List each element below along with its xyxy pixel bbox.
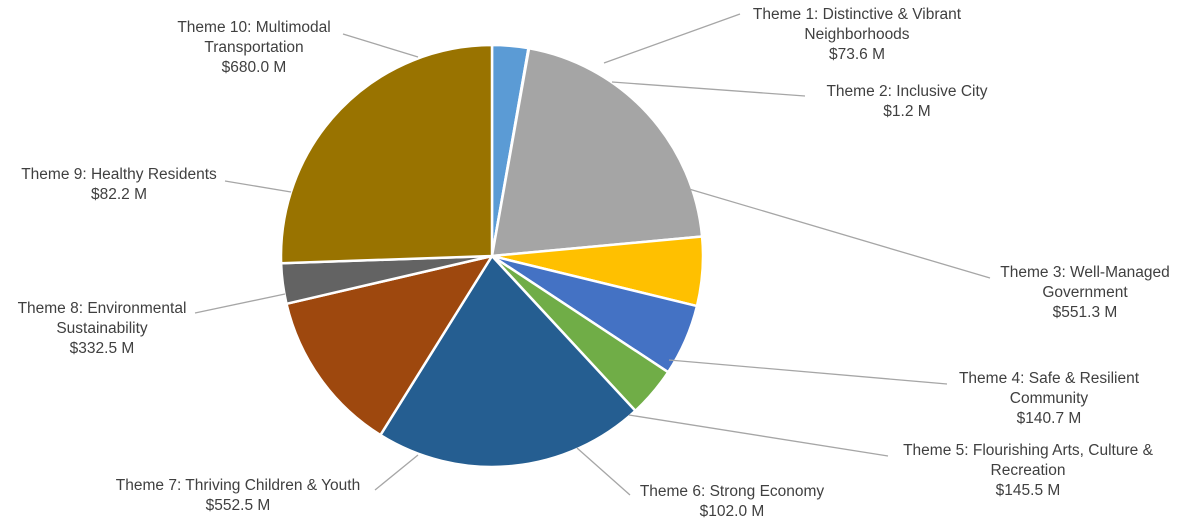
data-label-value: $73.6 M bbox=[829, 46, 885, 63]
pie-slice-theme-10 bbox=[279, 43, 494, 265]
data-label-value: $680.0 M bbox=[222, 59, 287, 76]
data-label-category: Theme 5: Flourishing Arts, Culture & bbox=[903, 442, 1153, 459]
leader-line-theme-1 bbox=[603, 13, 741, 64]
data-label-theme-8: Theme 8: Environmental Sustainability $332… bbox=[18, 300, 187, 357]
pie-slices bbox=[279, 43, 705, 469]
data-label-value: $551.3 M bbox=[1053, 304, 1118, 321]
data-label-value: $82.2 M bbox=[91, 186, 147, 203]
data-label-category: Sustainability bbox=[56, 320, 148, 337]
leader-line-theme-5 bbox=[628, 414, 889, 457]
data-label-value: $145.5 M bbox=[996, 482, 1061, 499]
data-label-category: Theme 8: Environmental bbox=[18, 300, 187, 317]
data-label-theme-3: Theme 3: Well-Managed Government $551.3 M bbox=[1000, 264, 1169, 321]
leader-line-theme-2 bbox=[611, 81, 806, 97]
data-label-category: Theme 1: Distinctive & Vibrant bbox=[753, 6, 962, 23]
leader-line-theme-10 bbox=[342, 33, 419, 58]
pie-slice-theme-8 bbox=[285, 254, 494, 437]
data-label-category: Government bbox=[1042, 284, 1128, 301]
data-label-theme-7: Theme 7: Thriving Children & Youth $552.5… bbox=[116, 477, 360, 514]
data-label-value: $140.7 M bbox=[1017, 410, 1082, 427]
data-label-category: Recreation bbox=[991, 462, 1066, 479]
data-label-theme-5: Theme 5: Flourishing Arts, Culture & Recr… bbox=[903, 442, 1153, 499]
data-label-value: $552.5 M bbox=[206, 497, 271, 514]
data-label-category: Neighborhoods bbox=[804, 26, 909, 43]
pie-slice-theme-7 bbox=[379, 254, 637, 469]
data-label-category: Theme 7: Thriving Children & Youth bbox=[116, 477, 360, 494]
data-label-category: Theme 2: Inclusive City bbox=[826, 83, 987, 100]
data-label-value: $332.5 M bbox=[70, 340, 135, 357]
data-label-theme-4: Theme 4: Safe & Resilient Community $140.7… bbox=[959, 370, 1140, 427]
data-label-category: Community bbox=[1010, 390, 1089, 407]
leader-line-theme-8 bbox=[194, 293, 286, 314]
data-label-category: Theme 9: Healthy Residents bbox=[21, 166, 217, 183]
data-label-value: $1.2 M bbox=[883, 103, 930, 120]
leader-lines bbox=[194, 13, 991, 496]
data-label-category: Theme 4: Safe & Resilient bbox=[959, 370, 1140, 387]
data-label-theme-10: Theme 10: Multimodal Transportation $680.0… bbox=[177, 19, 330, 76]
pie-slice-theme-3 bbox=[490, 47, 704, 258]
leader-line-theme-3 bbox=[688, 188, 991, 279]
data-label-value: $102.0 M bbox=[700, 503, 765, 520]
data-label-theme-6: Theme 6: Strong Economy $102.0 M bbox=[640, 483, 825, 520]
leader-line-theme-4 bbox=[668, 359, 948, 385]
data-label-theme-2: Theme 2: Inclusive City $1.2 M bbox=[826, 83, 987, 120]
data-label-category: Transportation bbox=[204, 39, 303, 56]
leader-line-theme-6 bbox=[576, 447, 631, 496]
slice-labels: Theme 1: Distinctive & Vibrant Neighborho… bbox=[18, 6, 1170, 520]
data-label-category: Theme 10: Multimodal bbox=[177, 19, 330, 36]
leader-line-theme-9 bbox=[224, 180, 292, 193]
leader-line-theme-7 bbox=[374, 454, 419, 491]
data-label-category: Theme 6: Strong Economy bbox=[640, 483, 825, 500]
data-label-theme-9: Theme 9: Healthy Residents $82.2 M bbox=[21, 166, 217, 203]
data-label-theme-1: Theme 1: Distinctive & Vibrant Neighborho… bbox=[753, 6, 962, 63]
data-label-category: Theme 3: Well-Managed bbox=[1000, 264, 1169, 281]
